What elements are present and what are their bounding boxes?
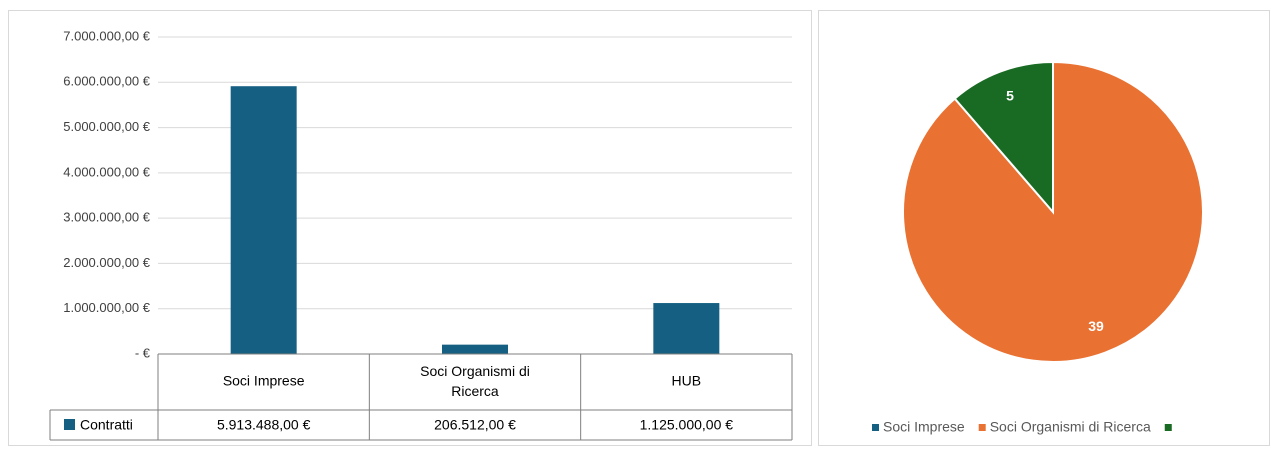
bar-chart-frame (8, 10, 812, 446)
table-value: 1.125.000,00 € (640, 417, 734, 433)
legend-label: Soci Organismi di Ricerca (990, 419, 1151, 435)
table-value: 5.913.488,00 € (217, 417, 311, 433)
legend-swatch (1164, 424, 1172, 431)
legend-label: Contratti (80, 417, 133, 433)
y-tick-label: 4.000.000,00 € (63, 164, 151, 179)
y-tick-label: 1.000.000,00 € (63, 300, 151, 315)
bar (230, 86, 297, 355)
legend-swatch (872, 424, 879, 431)
category-label: Soci Organismi di Ricerca (420, 363, 530, 399)
legend-swatch (64, 419, 75, 430)
legend-label: Soci Imprese (883, 419, 965, 435)
legend-swatch (978, 424, 986, 431)
bar (442, 344, 508, 354)
y-tick-label: - € (135, 345, 151, 360)
y-tick-label: 6.000.000,00 € (63, 74, 151, 89)
category-label: Soci Imprese (223, 373, 305, 389)
slice-label: 5 (1006, 87, 1014, 103)
table-value: 206.512,00 € (434, 417, 516, 433)
pie-slice (953, 60, 1054, 215)
y-tick-label: 7.000.000,00 € (63, 28, 151, 43)
y-tick-label: 5.000.000,00 € (63, 119, 151, 134)
y-tick-label: 2.000.000,00 € (63, 255, 151, 270)
slice-label: 39 (1088, 318, 1104, 334)
category-label: HUB (672, 373, 702, 389)
y-tick-label: 3.000.000,00 € (63, 210, 151, 225)
bar (653, 303, 720, 354)
